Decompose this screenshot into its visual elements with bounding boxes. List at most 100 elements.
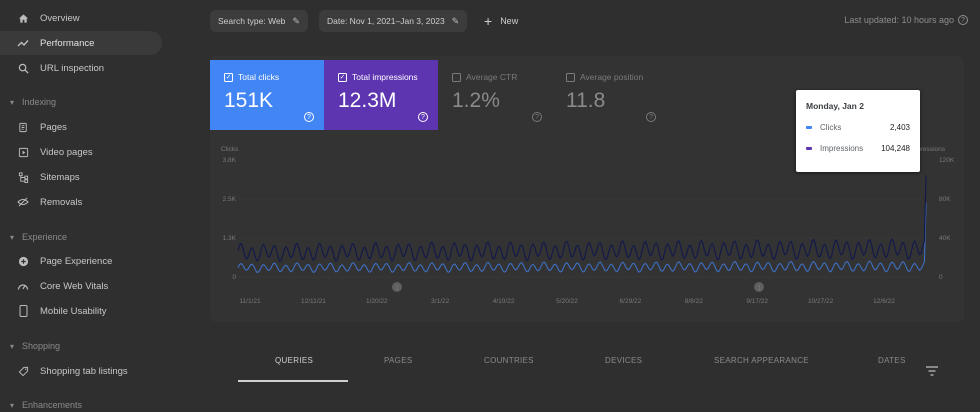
sidebar-item-sitemaps[interactable]: Sitemaps [0, 165, 162, 189]
annotation-marker[interactable] [754, 282, 764, 292]
series-line-impressions [237, 175, 927, 262]
plus-circle-icon [16, 254, 30, 268]
section-shopping[interactable]: ▾ Shopping [10, 341, 61, 351]
left-axis-ticks: 3.8K 2.5K 1.3K 0 [223, 157, 237, 281]
gauge-icon [16, 279, 30, 293]
tooltip-row-clicks: Clicks 2,403 [806, 123, 910, 132]
removals-icon [16, 195, 30, 209]
right-axis-ticks: 120K 80K 40K 0 [939, 157, 955, 281]
metric-value: 11.8 [566, 89, 606, 112]
sidebar-item-url-inspection[interactable]: URL inspection [0, 56, 162, 80]
tab-devices[interactable]: DEVICES [605, 356, 643, 365]
help-icon[interactable]: ? [532, 112, 542, 122]
tab-pages[interactable]: PAGES [384, 356, 413, 365]
right-tick-label: 80K [939, 196, 951, 203]
sidebar-item-page-experience[interactable]: Page Experience [0, 249, 162, 273]
dimension-tabs: QUERIES PAGES COUNTRIES DEVICES SEARCH A… [210, 340, 964, 384]
tooltip-row-impressions: Impressions 104,248 [806, 144, 910, 153]
checkbox-checked-icon[interactable]: ✓ [224, 72, 233, 82]
sidebar-item-pages[interactable]: Pages [0, 115, 162, 139]
sidebar-item-label: Overview [40, 12, 80, 24]
right-axis-label: Impressions [910, 146, 946, 153]
tab-countries[interactable]: COUNTRIES [484, 356, 534, 365]
tab-dates[interactable]: DATES [878, 356, 906, 365]
new-filter-button[interactable]: + New [484, 13, 519, 29]
left-tick-label: 0 [232, 274, 236, 281]
sidebar-item-shopping-tab-listings[interactable]: Shopping tab listings [0, 359, 162, 383]
help-icon[interactable]: ? [304, 112, 314, 122]
video-pages-icon [16, 145, 30, 159]
left-tick-label: 1.3K [223, 235, 237, 242]
x-tick-label: 9/17/22 [746, 298, 768, 305]
chevron-down-icon: ▾ [10, 400, 15, 410]
metric-average-position[interactable]: Average position 11.8 ? [552, 60, 666, 130]
pages-icon [16, 120, 30, 134]
checkbox-checked-icon[interactable]: ✓ [338, 72, 347, 82]
chevron-down-icon: ▾ [10, 232, 15, 242]
x-tick-label: 4/10/22 [493, 298, 515, 305]
x-tick-label: 1/20/22 [366, 298, 388, 305]
metric-value: 151K [224, 89, 274, 112]
section-enhancements[interactable]: ▾ Enhancements [10, 400, 83, 410]
annotation-marker[interactable] [392, 282, 402, 292]
home-icon [16, 11, 30, 25]
search-icon [16, 61, 30, 75]
right-tick-label: 0 [939, 274, 943, 281]
x-axis-ticks: 11/1/21 12/11/21 1/20/22 3/1/22 4/10/22 5/20/… [239, 298, 895, 305]
right-tick-label: 40K [939, 235, 951, 242]
metric-average-ctr[interactable]: Average CTR 1.2% ? [438, 60, 552, 130]
checkbox-unchecked-icon[interactable] [566, 72, 575, 82]
tab-search-appearance[interactable]: SEARCH APPEARANCE [714, 356, 809, 365]
x-tick-label: 11/1/21 [239, 298, 261, 305]
sidebar-item-label: URL inspection [40, 62, 105, 74]
chart-series [237, 175, 927, 274]
sidebar-item-overview[interactable]: Overview [0, 6, 162, 30]
search-type-filter[interactable]: Search type: Web ✎ [210, 10, 308, 32]
tab-queries[interactable]: QUERIES [275, 356, 314, 365]
plus-icon: + [484, 13, 493, 29]
sidebar-item-performance[interactable]: Performance [0, 31, 162, 55]
phone-icon [16, 304, 30, 318]
checkbox-unchecked-icon[interactable] [452, 72, 461, 82]
last-updated: Last updated: 10 hours ago ? [844, 15, 968, 25]
section-indexing[interactable]: ▾ Indexing [10, 97, 57, 107]
sitemap-icon [16, 170, 30, 184]
section-experience[interactable]: ▾ Experience [10, 232, 68, 242]
help-icon[interactable]: ? [646, 112, 656, 122]
help-icon[interactable]: ? [958, 15, 968, 25]
chart-tooltip: Monday, Jan 2 Clicks 2,403 Impressions 1… [796, 90, 920, 172]
tooltip-date: Monday, Jan 2 [806, 101, 864, 111]
sidebar-item-removals[interactable]: Removals [0, 190, 162, 214]
sidebar-item-mobile-usability[interactable]: Mobile Usability [0, 299, 162, 323]
x-tick-label: 12/6/22 [873, 298, 895, 305]
filter-icon[interactable] [926, 366, 938, 376]
active-tab-indicator [238, 380, 348, 382]
sidebar: Overview Performance URL inspection ▾ In… [0, 0, 196, 412]
date-range-filter[interactable]: Date: Nov 1, 2021–Jan 3, 2023 ✎ [319, 10, 468, 32]
metric-total-clicks[interactable]: ✓ Total clicks 151K ? [210, 60, 324, 130]
sidebar-item-video-pages[interactable]: Video pages [0, 140, 162, 164]
metric-value: 12.3M [338, 89, 397, 112]
series-swatch [806, 147, 812, 150]
x-tick-label: 10/27/22 [808, 298, 834, 305]
series-swatch [806, 126, 812, 129]
x-tick-label: 3/1/22 [431, 298, 449, 305]
performance-chart[interactable]: Clicks Impressions 3.8K 2.5K 1.3K 0 120K 80K… [210, 140, 964, 310]
left-tick-label: 2.5K [223, 196, 237, 203]
annotation-marker-label: 1 [395, 285, 399, 292]
annotation-marker-label: 1 [757, 285, 761, 292]
metric-total-impressions[interactable]: ✓ Total impressions 12.3M ? [324, 60, 438, 130]
help-icon[interactable]: ? [418, 112, 428, 122]
trending-up-icon [16, 36, 30, 50]
sidebar-item-label: Performance [40, 37, 95, 49]
chart-grid [238, 159, 922, 278]
chart-svg: Clicks Impressions 3.8K 2.5K 1.3K 0 120K 80K… [221, 146, 955, 305]
sidebar-item-core-web-vitals[interactable]: Core Web Vitals [0, 274, 162, 298]
left-axis-label: Clicks [221, 146, 239, 153]
series-line-clicks [237, 202, 927, 274]
metric-value: 1.2% [452, 89, 500, 112]
left-tick-label: 3.8K [223, 157, 237, 164]
edit-icon: ✎ [451, 15, 460, 26]
x-tick-label: 12/11/21 [301, 298, 326, 305]
